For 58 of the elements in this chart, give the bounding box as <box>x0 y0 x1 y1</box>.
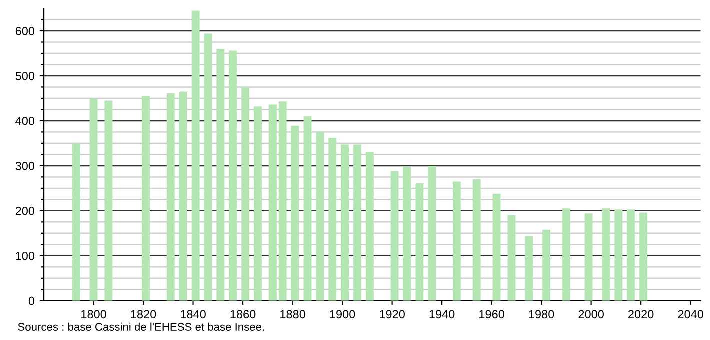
x-tick-label: 1980 <box>529 310 554 319</box>
bar <box>204 34 212 301</box>
x-tick-label: 2000 <box>578 310 604 319</box>
x-tick-label: 1800 <box>82 310 106 319</box>
bar <box>268 104 277 301</box>
x-tick-label: 1840 <box>181 310 206 319</box>
y-tick-label: 0 <box>28 296 35 306</box>
bar <box>492 194 501 301</box>
bar <box>602 208 610 301</box>
bar <box>403 166 412 301</box>
bar <box>508 214 516 301</box>
x-tick-label: 2040 <box>678 310 704 319</box>
bar <box>192 10 200 301</box>
bar <box>229 50 238 301</box>
bar <box>584 214 593 301</box>
bar <box>353 144 362 301</box>
y-tick-label: 500 <box>16 72 35 80</box>
bar <box>316 132 324 301</box>
y-tick-label: 300 <box>16 162 35 170</box>
x-tick-label: 2020 <box>628 310 654 319</box>
bar <box>179 92 188 301</box>
bar <box>90 98 98 301</box>
x-tick-label: 1860 <box>230 310 256 319</box>
x-tick-label: 1920 <box>380 310 405 319</box>
bar <box>614 210 623 301</box>
x-tick-label: 1960 <box>480 310 504 319</box>
bar <box>416 183 424 301</box>
y-tick-label: 600 <box>16 27 35 36</box>
bar <box>142 96 150 301</box>
bar <box>525 236 534 301</box>
x-tick-label: 1880 <box>280 310 306 319</box>
bar <box>428 166 436 301</box>
x-tick-label: 1820 <box>131 310 156 319</box>
bar <box>304 116 312 301</box>
bar <box>472 179 481 301</box>
bar <box>104 100 113 301</box>
bar <box>328 138 337 301</box>
source-note: Sources : base Cassini de l'EHESS et base Insee. <box>18 322 264 332</box>
y-tick-label: 400 <box>16 116 35 126</box>
bar <box>254 106 262 301</box>
bar <box>341 144 350 301</box>
bar <box>366 152 374 301</box>
bar <box>640 212 648 301</box>
bar <box>390 171 399 301</box>
y-tick-label: 100 <box>16 252 35 260</box>
bar <box>627 210 636 301</box>
bar <box>216 48 225 301</box>
bar <box>278 102 287 301</box>
bar <box>562 208 570 301</box>
bar <box>72 143 80 301</box>
bar <box>166 94 175 301</box>
y-tick-label: 200 <box>16 206 35 216</box>
bar <box>242 87 250 301</box>
bar <box>452 182 461 301</box>
bar <box>542 230 551 301</box>
x-tick-label: 1940 <box>430 310 455 319</box>
bar <box>291 126 300 301</box>
x-tick-label: 1900 <box>330 310 356 319</box>
